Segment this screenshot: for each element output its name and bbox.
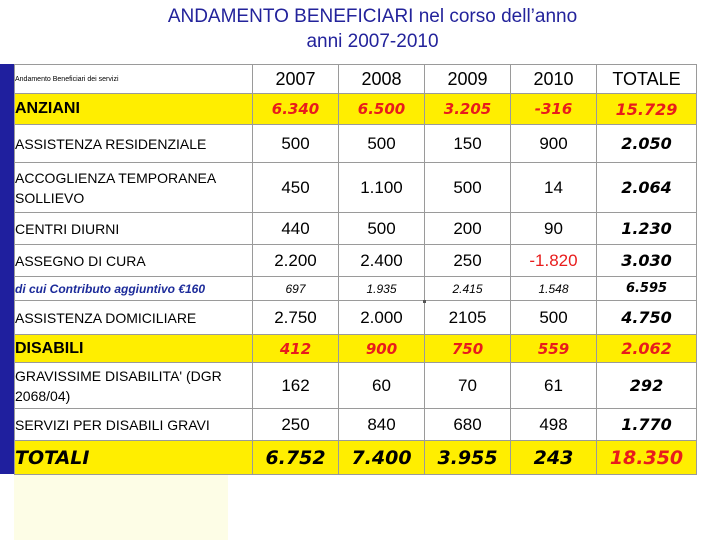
row-label: SERVIZI PER DISABILI GRAVI	[14, 408, 253, 441]
cell-value: 243	[510, 440, 597, 475]
cell-value: 498	[510, 408, 597, 441]
table-row: di cui Contributo aggiuntivo €160 697 1.…	[14, 276, 697, 301]
cell-value: 1.935	[338, 276, 425, 301]
cell-value: 6.752	[252, 440, 339, 475]
total-header: TOTALE	[596, 64, 697, 94]
cell-value: 500	[424, 162, 511, 213]
cell-value: 14	[510, 162, 597, 213]
cell-value: 60	[338, 362, 425, 409]
cell-value: 2.750	[252, 300, 339, 335]
cell-value: 680	[424, 408, 511, 441]
bottom-panel	[14, 474, 228, 540]
cell-value: 162	[252, 362, 339, 409]
row-total: 2.050	[596, 124, 697, 163]
cell-value: 500	[338, 212, 425, 245]
cell-value: 6.500	[338, 93, 425, 125]
cell-value: 500	[252, 124, 339, 163]
row-label: di cui Contributo aggiuntivo €160	[14, 276, 253, 301]
table-row: GRAVISSIME DISABILITA' (DGR 2068/04) 162…	[14, 362, 697, 409]
row-total: 15.729	[596, 93, 697, 125]
table-row: DISABILI 412 900 750 559 2.062	[14, 334, 697, 363]
table-row: ASSEGNO DI CURA 2.200 2.400 250 -1.820 3…	[14, 244, 697, 277]
cell-value: 150	[424, 124, 511, 163]
row-label: ASSEGNO DI CURA	[14, 244, 253, 277]
totals-row: TOTALI 6.752 7.400 3.955 243 18.350	[14, 440, 697, 475]
row-label: GRAVISSIME DISABILITA' (DGR 2068/04)	[14, 362, 253, 409]
slide-title: ANDAMENTO BENEFICIARI nel corso dell’ann…	[0, 4, 720, 54]
cell-value: 750	[424, 334, 511, 363]
beneficiari-table: Andamento Beneficiari dei servizi 2007 2…	[14, 64, 697, 475]
cell-value: 412	[252, 334, 339, 363]
cell-value: -316	[510, 93, 597, 125]
table-row: CENTRI DIURNI 440 500 200 90 1.230	[14, 212, 697, 245]
row-total: 292	[596, 362, 697, 409]
title-line-2: anni 2007-2010	[306, 31, 439, 52]
row-total: 1.770	[596, 408, 697, 441]
cell-value: 2105	[424, 300, 511, 335]
row-total: 2.064	[596, 162, 697, 213]
cell-value: 250	[252, 408, 339, 441]
cell-value: 7.400	[338, 440, 425, 475]
cell-value-negative: -1.820	[510, 244, 597, 277]
row-total: 1.230	[596, 212, 697, 245]
grand-total: 18.350	[596, 440, 697, 475]
cell-value: 840	[338, 408, 425, 441]
table-row: ACCOGLIENZA TEMPORANEA SOLLIEVO 450 1.10…	[14, 162, 697, 213]
cell-value: 200	[424, 212, 511, 245]
cell-value: 500	[338, 124, 425, 163]
cell-value: 2.000	[338, 300, 425, 335]
cell-value: 900	[510, 124, 597, 163]
cell-value: 6.340	[252, 93, 339, 125]
row-label: ASSISTENZA RESIDENZIALE	[14, 124, 253, 163]
table-row: ASSISTENZA RESIDENZIALE 500 500 150 900 …	[14, 124, 697, 163]
year-header: 2008	[338, 64, 425, 94]
cell-value: 450	[252, 162, 339, 213]
table-row: ANZIANI 6.340 6.500 3.205 -316 15.729	[14, 93, 697, 125]
row-label: ACCOGLIENZA TEMPORANEA SOLLIEVO	[14, 162, 253, 213]
row-label: CENTRI DIURNI	[14, 212, 253, 245]
left-accent-bar	[0, 64, 14, 474]
cell-value: 3.205	[424, 93, 511, 125]
row-label: ANZIANI	[14, 93, 253, 125]
cell-value: 1.548	[510, 276, 597, 301]
cell-value: 2.400	[338, 244, 425, 277]
row-total: 4.750	[596, 300, 697, 335]
cell-value: 697	[252, 276, 339, 301]
cell-value: 440	[252, 212, 339, 245]
cell-value: 2.415	[424, 276, 511, 301]
row-total: 3.030	[596, 244, 697, 277]
cell-value: 70	[424, 362, 511, 409]
stray-mark	[423, 300, 426, 303]
year-header: 2009	[424, 64, 511, 94]
table-caption: Andamento Beneficiari dei servizi	[14, 64, 253, 94]
cell-value: 250	[424, 244, 511, 277]
year-header: 2007	[252, 64, 339, 94]
cell-value: 90	[510, 212, 597, 245]
year-header: 2010	[510, 64, 597, 94]
cell-value: 559	[510, 334, 597, 363]
cell-value: 1.100	[338, 162, 425, 213]
row-label: TOTALI	[14, 440, 253, 475]
title-line-1: ANDAMENTO BENEFICIARI nel corso dell’ann…	[167, 6, 578, 27]
cell-value: 61	[510, 362, 597, 409]
cell-value: 500	[510, 300, 597, 335]
table-row: ASSISTENZA DOMICILIARE 2.750 2.000 2105 …	[14, 300, 697, 335]
cell-value: 900	[338, 334, 425, 363]
row-label: DISABILI	[14, 334, 253, 363]
row-total: 2.062	[596, 334, 697, 363]
row-label: ASSISTENZA DOMICILIARE	[14, 300, 253, 335]
cell-value: 3.955	[424, 440, 511, 475]
table-row: SERVIZI PER DISABILI GRAVI 250 840 680 4…	[14, 408, 697, 441]
row-total: 6.595	[596, 276, 697, 301]
cell-value: 2.200	[252, 244, 339, 277]
header-row: Andamento Beneficiari dei servizi 2007 2…	[14, 64, 697, 94]
